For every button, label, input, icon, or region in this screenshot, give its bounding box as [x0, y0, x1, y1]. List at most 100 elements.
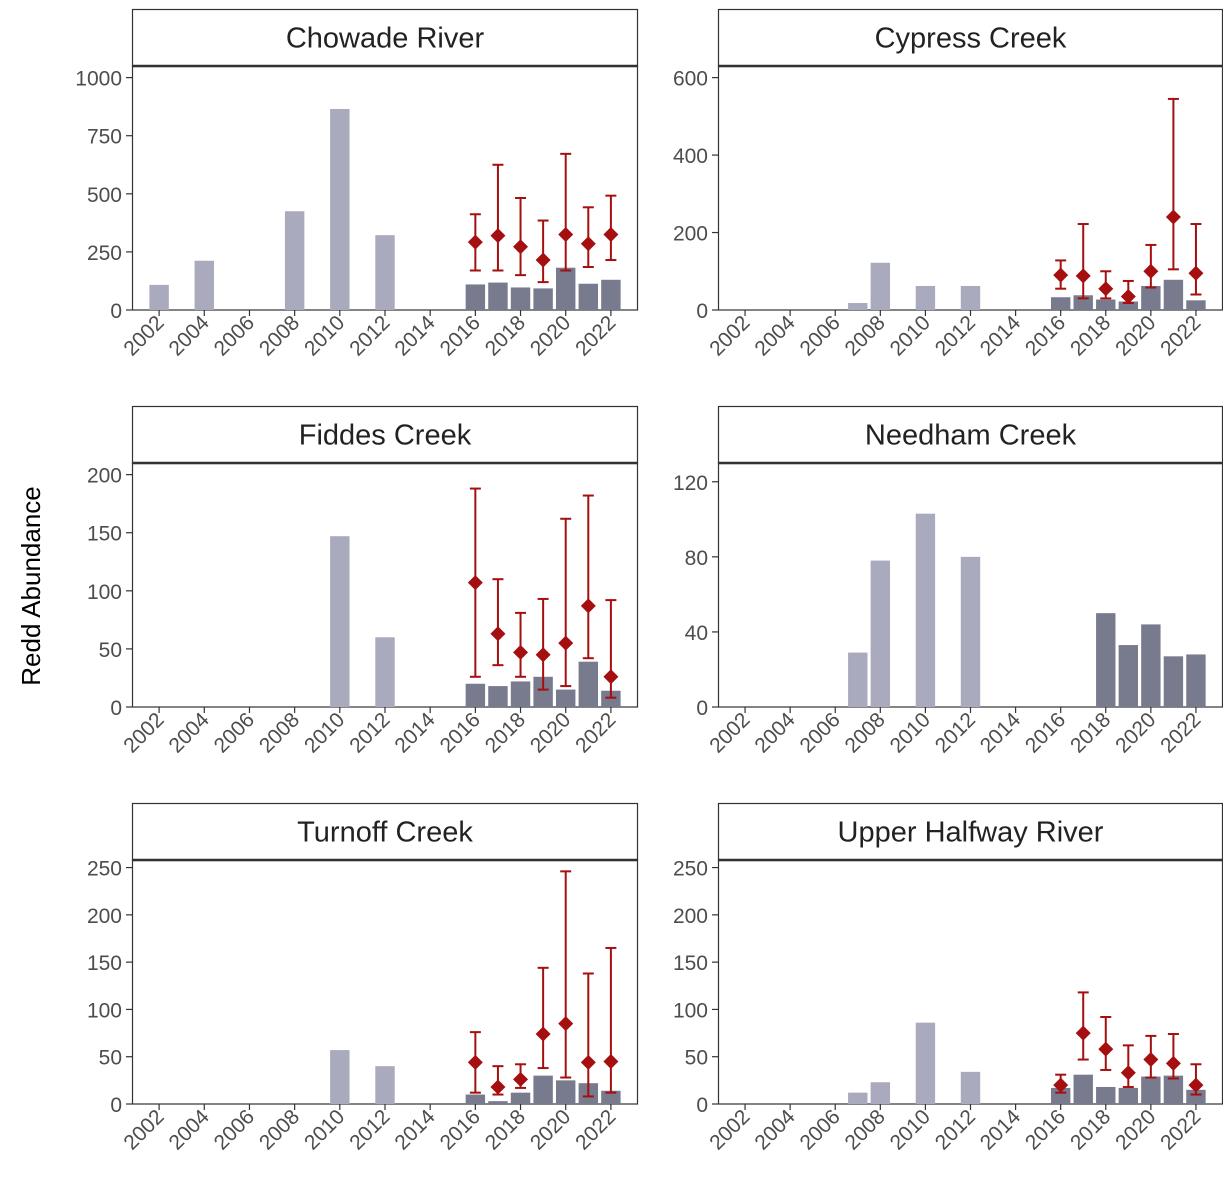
- recent-bar: [533, 288, 553, 310]
- facet-strip: [131, 8, 639, 68]
- y-tick-label: 150: [87, 523, 122, 546]
- x-tick-label: 2008: [255, 1105, 304, 1154]
- y-tick-label: 0: [696, 697, 708, 720]
- x-tick-label: 2002: [119, 311, 168, 360]
- estimate-point: [467, 1054, 483, 1070]
- historic-bar: [960, 285, 981, 310]
- facet-strip: [131, 802, 639, 862]
- estimate-point: [1075, 1025, 1091, 1041]
- recent-bar: [488, 1101, 508, 1104]
- historic-bar: [848, 303, 868, 310]
- estimate-point: [603, 1053, 619, 1069]
- x-tick-label: 2022: [571, 311, 620, 360]
- x-tick-label: 2016: [1021, 311, 1070, 360]
- estimate-point: [558, 635, 574, 651]
- y-tick-label: 600: [673, 68, 708, 91]
- y-tick-label: 0: [696, 300, 708, 323]
- historic-bar: [915, 285, 936, 310]
- y-tick-label: 250: [673, 858, 708, 881]
- x-tick-label: 2012: [931, 1105, 980, 1154]
- x-tick-label: 2018: [481, 708, 530, 757]
- facet-title: Chowade River: [286, 23, 485, 55]
- facet-title: Fiddes Creek: [299, 420, 472, 452]
- estimate-point: [490, 228, 506, 244]
- x-tick-label: 2004: [165, 311, 215, 361]
- recent-bar: [533, 1075, 553, 1104]
- y-tick-label: 0: [696, 1094, 708, 1117]
- x-tick-label: 2004: [165, 708, 215, 758]
- x-tick-label: 2016: [1021, 1105, 1070, 1154]
- estimate-point: [580, 598, 596, 614]
- estimate-point: [1120, 288, 1136, 304]
- x-tick-label: 2002: [705, 708, 754, 757]
- x-tick-label: 2012: [345, 311, 394, 360]
- facet-panel-cypress-creek: Cypress Creek020040060020022004200620082…: [673, 8, 1223, 361]
- x-tick-label: 2004: [165, 1105, 215, 1155]
- recent-bar: [556, 267, 576, 310]
- x-tick-label: 2022: [1156, 708, 1205, 757]
- facet-title: Needham Creek: [865, 420, 1077, 452]
- recent-bar: [1073, 1074, 1093, 1104]
- x-tick-label: 2002: [119, 1105, 168, 1154]
- estimate-point: [603, 669, 619, 685]
- x-tick-label: 2020: [1111, 708, 1160, 757]
- y-tick-label: 100: [673, 999, 708, 1022]
- recent-bar: [1118, 645, 1139, 707]
- y-axis-label: Redd Abundance: [16, 486, 46, 686]
- facet-strip: [131, 405, 639, 465]
- recent-bar: [556, 1080, 576, 1104]
- y-tick-label: 1000: [75, 68, 122, 91]
- historic-bar: [375, 1066, 395, 1104]
- y-tick-label: 100: [87, 999, 122, 1022]
- estimate-point: [490, 626, 506, 642]
- estimate-point: [1188, 265, 1204, 281]
- x-tick-label: 2012: [931, 311, 980, 360]
- recent-bar: [510, 681, 531, 707]
- historic-bar: [194, 260, 214, 310]
- estimate-point: [1165, 1055, 1181, 1071]
- estimate-point: [467, 575, 483, 591]
- y-tick-label: 0: [110, 300, 122, 323]
- x-tick-label: 2006: [210, 311, 259, 360]
- estimate-point: [580, 236, 596, 252]
- x-tick-label: 2008: [255, 708, 304, 757]
- recent-bar: [601, 690, 621, 707]
- x-tick-label: 2018: [481, 311, 530, 360]
- recent-bar: [465, 1094, 486, 1104]
- y-tick-label: 150: [673, 952, 708, 975]
- x-tick-label: 2014: [390, 1105, 440, 1155]
- x-tick-label: 2020: [1111, 1105, 1160, 1154]
- estimate-point: [1098, 1041, 1114, 1057]
- x-tick-label: 2018: [1066, 311, 1115, 360]
- x-tick-label: 2010: [886, 311, 935, 360]
- estimate-point: [1053, 267, 1069, 283]
- recent-bar: [510, 287, 531, 310]
- historic-bar: [284, 211, 305, 310]
- estimate-point: [1098, 281, 1114, 297]
- y-tick-label: 250: [87, 242, 122, 265]
- recent-bar: [1141, 285, 1161, 310]
- recent-bar: [488, 282, 508, 310]
- facet-title: Turnoff Creek: [297, 817, 473, 849]
- x-tick-label: 2006: [210, 1105, 259, 1154]
- estimate-point: [1165, 209, 1181, 225]
- recent-bar: [1118, 1087, 1139, 1104]
- x-tick-label: 2014: [976, 1105, 1026, 1155]
- x-tick-label: 2008: [841, 311, 890, 360]
- x-tick-label: 2010: [300, 708, 349, 757]
- x-tick-label: 2018: [1066, 1105, 1115, 1154]
- recent-bar: [1163, 656, 1184, 707]
- x-tick-label: 2016: [436, 708, 485, 757]
- recent-bar: [556, 689, 576, 707]
- facet-strip: [717, 802, 1223, 862]
- y-tick-label: 200: [87, 465, 122, 488]
- x-tick-label: 2016: [1021, 708, 1070, 757]
- historic-bar: [848, 652, 868, 707]
- recent-bar: [1186, 1089, 1206, 1104]
- recent-bar: [1163, 1075, 1184, 1104]
- x-tick-label: 2006: [795, 311, 844, 360]
- recent-bar: [1050, 297, 1071, 310]
- x-tick-label: 2008: [841, 1105, 890, 1154]
